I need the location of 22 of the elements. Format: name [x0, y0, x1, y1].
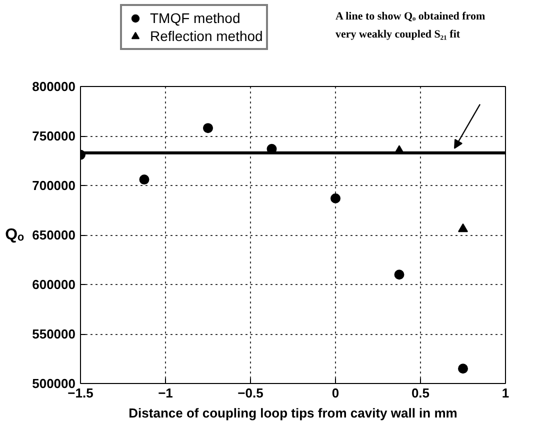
legend-label: TMQF method — [150, 9, 240, 27]
y-axis-title: Qₒ — [5, 226, 25, 244]
x-axis-title: Distance of coupling loop tips from cavity wall in mm — [128, 406, 458, 420]
text: A line to show Qₒ obtained from very weakly coupled S₂₁ fit — [336, 10, 486, 40]
x-tick-label: 0.5 — [411, 386, 430, 400]
legend-label: Reflection method — [150, 27, 263, 45]
y-tick-label: 550000 — [32, 326, 76, 342]
x-tick-label: 0 — [332, 386, 340, 400]
y-tick-label: 700000 — [32, 178, 76, 193]
point — [458, 364, 468, 374]
point — [203, 123, 213, 134]
point — [458, 223, 468, 232]
y-tick-label: 750000 — [32, 128, 76, 144]
x-tick-label: 1 — [502, 386, 510, 400]
x-tick-label: −1 — [158, 386, 173, 400]
point — [330, 193, 340, 204]
point — [139, 174, 150, 185]
y-tick-label: 600000 — [32, 277, 76, 292]
y-tick-label: 650000 — [32, 228, 76, 242]
y-tick-label: 800000 — [32, 79, 76, 94]
point — [394, 270, 404, 280]
x-tick-label: −0.5 — [238, 386, 264, 400]
